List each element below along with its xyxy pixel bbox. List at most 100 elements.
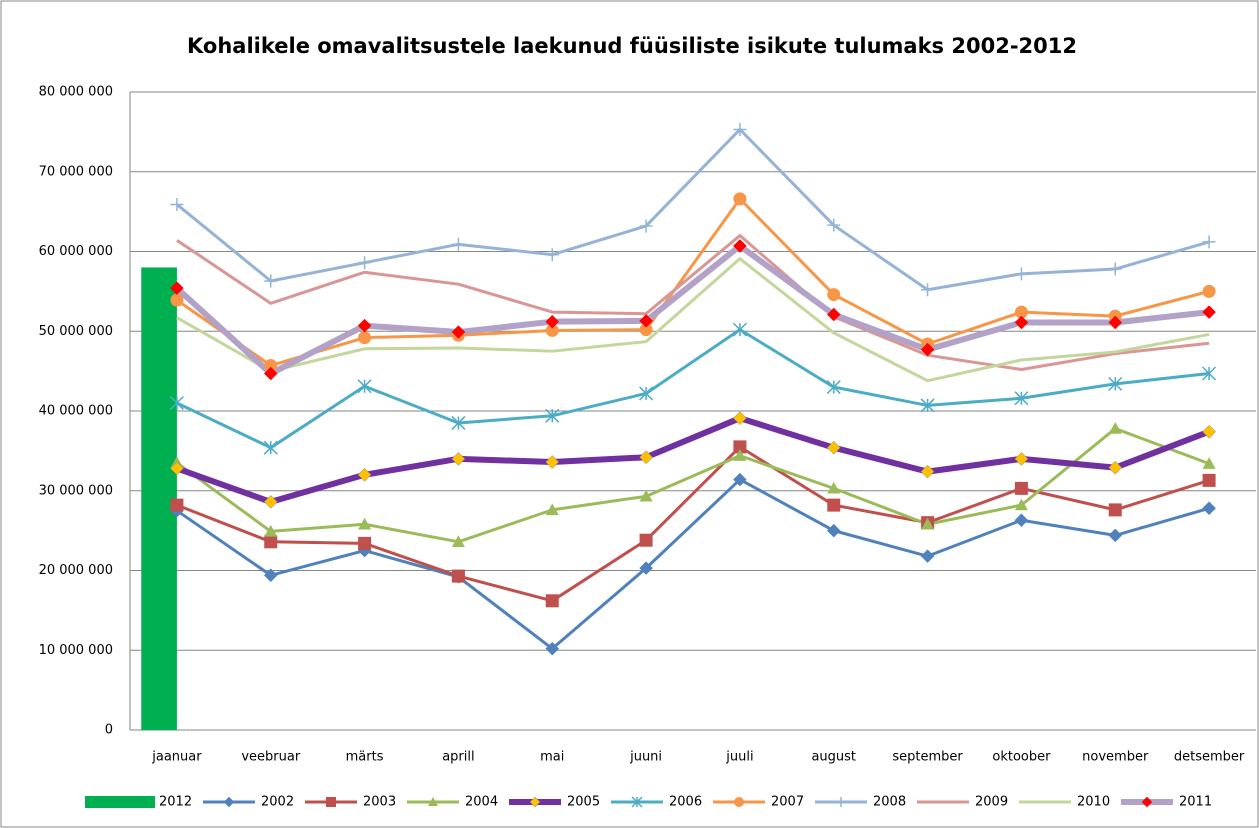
marker — [545, 455, 560, 469]
line — [175, 415, 1211, 505]
marker — [357, 318, 372, 333]
legend-label: 2002 — [261, 795, 294, 810]
marker — [920, 342, 935, 357]
marker — [921, 283, 935, 297]
marker — [545, 503, 559, 516]
marker — [827, 481, 841, 494]
marker — [1014, 513, 1029, 528]
marker — [545, 248, 559, 262]
marker — [1014, 391, 1029, 406]
marker — [264, 274, 278, 288]
x-tick-label: september — [892, 750, 963, 765]
marker — [1108, 528, 1123, 543]
line — [176, 234, 1210, 372]
marker — [1202, 424, 1216, 439]
marker — [1108, 315, 1123, 330]
legend-label: 2011 — [1179, 795, 1212, 810]
marker — [732, 322, 747, 337]
legend-marker — [428, 797, 438, 806]
marker — [264, 359, 278, 373]
marker — [1108, 503, 1122, 517]
marker — [920, 464, 935, 479]
marker — [639, 489, 653, 502]
marker — [1014, 451, 1029, 466]
marker — [733, 192, 747, 206]
marker — [733, 411, 747, 426]
legend-swatch — [85, 796, 155, 808]
x-tick-label: detsember — [1174, 750, 1245, 765]
marker — [545, 594, 559, 608]
marker — [826, 523, 841, 538]
legend-marker — [631, 796, 643, 808]
marker — [1014, 267, 1028, 281]
legend-marker — [836, 797, 846, 807]
marker — [263, 366, 278, 381]
legend-label: 2005 — [567, 795, 600, 810]
x-tick-label: juuni — [629, 750, 662, 765]
y-tick-label: 40 000 000 — [39, 404, 113, 419]
marker — [920, 398, 935, 413]
y-tick-label: 0 — [105, 723, 113, 738]
marker — [1108, 376, 1123, 391]
marker — [263, 495, 278, 509]
marker — [170, 293, 184, 307]
marker — [170, 461, 184, 476]
marker — [639, 561, 653, 575]
legend-label: 2010 — [1077, 795, 1110, 810]
line — [176, 427, 1210, 544]
marker — [639, 386, 654, 401]
marker — [1108, 422, 1122, 434]
marker — [733, 472, 747, 487]
marker — [358, 536, 372, 550]
marker — [827, 498, 841, 512]
marker — [451, 451, 466, 466]
x-tick-label: august — [811, 750, 856, 765]
y-tick-label: 10 000 000 — [39, 643, 113, 658]
marker — [639, 450, 653, 465]
y-tick-label: 60 000 000 — [39, 244, 113, 259]
x-tick-label: jaanuar — [151, 750, 202, 765]
marker — [264, 535, 278, 549]
marker — [451, 237, 465, 251]
marker — [827, 218, 841, 232]
line — [174, 242, 1210, 377]
marker — [639, 533, 653, 547]
legend-label: 2006 — [669, 795, 702, 810]
y-tick-label: 20 000 000 — [39, 563, 113, 578]
legend-marker — [529, 796, 541, 808]
marker — [1108, 262, 1122, 276]
marker — [733, 122, 747, 136]
legend-label: 2012 — [159, 795, 192, 810]
legend-label: 2004 — [465, 795, 498, 810]
marker — [733, 449, 747, 461]
x-tick-label: oktoober — [992, 750, 1051, 765]
legend-label: 2003 — [363, 795, 396, 810]
marker — [1014, 305, 1028, 319]
legend-marker — [326, 797, 336, 807]
chart-title: Kohalikele omavalitsustele laekunud füüs… — [187, 34, 1077, 58]
legend-marker — [1141, 796, 1153, 808]
marker — [826, 380, 841, 395]
marker — [545, 408, 560, 423]
marker — [639, 314, 653, 328]
marker — [357, 467, 372, 482]
marker — [1014, 498, 1028, 511]
marker — [1202, 366, 1217, 381]
legend-label: 2009 — [975, 795, 1008, 810]
x-tick-label: veebruar — [241, 750, 300, 765]
marker — [358, 256, 372, 270]
marker — [358, 517, 372, 530]
marker — [827, 288, 841, 302]
marker — [1202, 473, 1216, 487]
line — [176, 197, 1210, 368]
legend-marker — [734, 797, 744, 807]
marker — [451, 535, 465, 547]
marker — [1202, 235, 1216, 249]
y-tick-label: 80 000 000 — [39, 85, 113, 100]
x-tick-label: juuli — [725, 750, 753, 765]
legend-label: 2007 — [771, 795, 804, 810]
marker — [263, 568, 278, 583]
y-tick-label: 70 000 000 — [39, 164, 113, 179]
